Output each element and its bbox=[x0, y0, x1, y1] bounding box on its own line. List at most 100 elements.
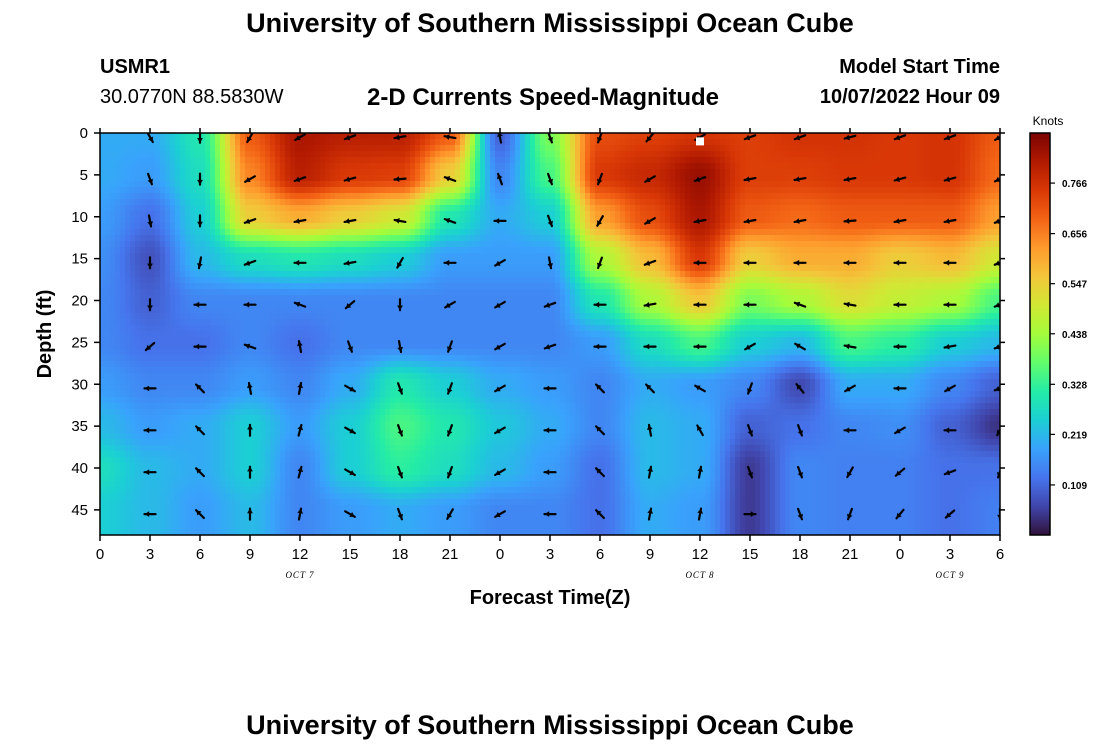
heat-cell bbox=[415, 379, 421, 386]
heat-cell bbox=[150, 133, 156, 140]
heat-cell bbox=[145, 157, 151, 164]
heat-cell bbox=[265, 205, 271, 212]
heat-cell bbox=[200, 175, 206, 182]
heat-cell bbox=[190, 343, 196, 350]
heat-cell bbox=[400, 517, 406, 524]
heat-cell bbox=[230, 271, 236, 278]
heat-cell bbox=[315, 193, 321, 200]
heat-cell bbox=[365, 265, 371, 272]
heat-cell bbox=[100, 439, 106, 446]
heat-cell bbox=[290, 265, 296, 272]
heat-cell bbox=[465, 481, 471, 488]
heat-cell bbox=[360, 457, 366, 464]
heat-cell bbox=[370, 451, 376, 458]
heat-cell bbox=[275, 169, 281, 176]
heat-cell bbox=[195, 199, 201, 206]
heat-cell bbox=[205, 523, 211, 530]
heat-cell bbox=[120, 307, 126, 314]
heat-cell bbox=[455, 343, 461, 350]
heat-cell bbox=[170, 523, 176, 530]
heat-cell bbox=[210, 379, 216, 386]
heat-cell bbox=[215, 337, 221, 344]
heat-cell bbox=[325, 181, 331, 188]
heat-cell bbox=[135, 151, 141, 158]
heat-cell bbox=[120, 403, 126, 410]
heat-cell bbox=[455, 157, 461, 164]
heat-cell bbox=[285, 301, 291, 308]
heat-cell bbox=[335, 367, 341, 374]
heat-cell bbox=[270, 193, 276, 200]
heat-cell bbox=[450, 415, 456, 422]
heat-cell bbox=[135, 349, 141, 356]
heat-cell bbox=[115, 427, 121, 434]
heat-cell bbox=[370, 295, 376, 302]
heat-cell bbox=[325, 445, 331, 452]
heat-cell bbox=[310, 487, 316, 494]
heat-cell bbox=[420, 445, 426, 452]
heat-cell bbox=[405, 403, 411, 410]
heat-cell bbox=[465, 175, 471, 182]
heat-cell bbox=[410, 469, 416, 476]
heat-cell bbox=[190, 265, 196, 272]
heat-cell bbox=[420, 499, 426, 506]
heat-cell bbox=[440, 169, 446, 176]
heat-cell bbox=[230, 373, 236, 380]
heat-cell bbox=[380, 481, 386, 488]
heat-cell bbox=[120, 133, 126, 140]
heat-cell bbox=[435, 151, 441, 158]
heat-cell bbox=[155, 271, 161, 278]
heat-cell bbox=[255, 223, 261, 230]
heat-cell bbox=[175, 523, 181, 530]
heat-cell bbox=[450, 511, 456, 518]
heat-cell bbox=[385, 175, 391, 182]
heat-cell bbox=[420, 421, 426, 428]
heat-cell bbox=[200, 313, 206, 320]
heat-cell bbox=[460, 415, 466, 422]
heat-cell bbox=[195, 433, 201, 440]
heat-cell bbox=[435, 205, 441, 212]
heat-cell bbox=[215, 151, 221, 158]
heat-cell bbox=[205, 235, 211, 242]
heat-cell bbox=[300, 487, 306, 494]
heat-cell bbox=[405, 205, 411, 212]
heat-cell bbox=[220, 151, 226, 158]
heat-cell bbox=[335, 361, 341, 368]
heat-cell bbox=[320, 421, 326, 428]
heat-cell bbox=[420, 307, 426, 314]
heat-cell bbox=[385, 421, 391, 428]
heat-cell bbox=[305, 421, 311, 428]
heat-cell bbox=[420, 205, 426, 212]
heat-cell bbox=[425, 373, 431, 380]
heat-cell bbox=[290, 337, 296, 344]
heat-cell bbox=[195, 151, 201, 158]
heat-cell bbox=[100, 199, 106, 206]
heat-cell bbox=[395, 445, 401, 452]
heat-cell bbox=[285, 475, 291, 482]
heat-cell bbox=[300, 403, 306, 410]
heat-cell bbox=[140, 511, 146, 518]
heat-cell bbox=[310, 241, 316, 248]
heat-cell bbox=[120, 253, 126, 260]
heat-cell bbox=[365, 247, 371, 254]
heat-cell bbox=[435, 199, 441, 206]
heat-cell bbox=[285, 415, 291, 422]
heat-cell bbox=[175, 349, 181, 356]
heat-cell bbox=[450, 253, 456, 260]
heat-cell bbox=[185, 151, 191, 158]
heat-cell bbox=[420, 469, 426, 476]
heat-cell bbox=[350, 337, 356, 344]
heat-cell bbox=[395, 199, 401, 206]
heat-cell bbox=[190, 475, 196, 482]
heat-cell bbox=[180, 301, 186, 308]
heat-cell bbox=[350, 157, 356, 164]
heat-cell bbox=[155, 337, 161, 344]
heat-cell bbox=[185, 283, 191, 290]
heat-cell bbox=[290, 223, 296, 230]
heat-cell bbox=[190, 529, 196, 535]
heat-cell bbox=[360, 397, 366, 404]
heat-cell bbox=[380, 451, 386, 458]
heat-cell bbox=[360, 133, 366, 140]
heat-cell bbox=[240, 439, 246, 446]
heat-cell bbox=[425, 295, 431, 302]
heat-cell bbox=[275, 325, 281, 332]
